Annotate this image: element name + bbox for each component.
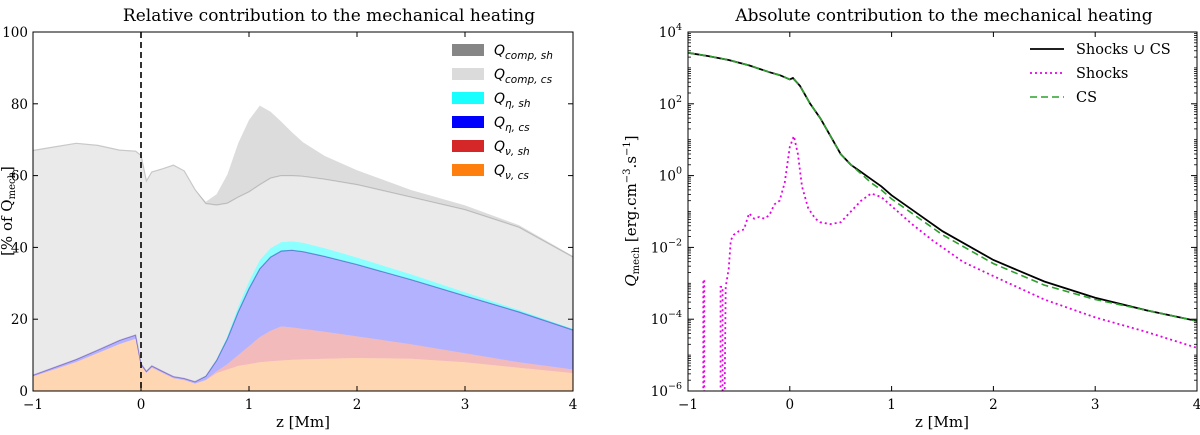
area-2	[33, 250, 573, 384]
right-x-ticks: −1 0 1 2 3 4	[678, 32, 1200, 413]
legend-label: Qcomp, cs	[494, 67, 553, 86]
relative-contribution-panel: Relative contribution to the mechanical …	[0, 6, 577, 431]
left-legend: Qcomp, sh Qcomp, cs Qη, sh Qη, cs Qν, sh Qν, …	[452, 43, 553, 182]
right-chart-title: Absolute contribution to the mechanical …	[734, 6, 1152, 26]
left-x-tick-label: 0	[137, 397, 146, 413]
right-y-tick-label: 100	[659, 166, 682, 185]
left-y-tick-label: 100	[2, 25, 28, 41]
area-0	[33, 338, 573, 391]
right-legend-label: CS	[1076, 90, 1097, 106]
right-x-tick-label: 2	[989, 397, 998, 413]
right-y-tick-label: 10−4	[651, 309, 682, 328]
absolute-contribution-panel: Absolute contribution to the mechanical …	[622, 6, 1200, 431]
right-x-axis-label: z [Mm]	[915, 413, 969, 431]
legend-label: Qη, sh	[494, 91, 531, 110]
legend-label: Qν, cs	[494, 163, 529, 182]
legend-swatch	[452, 164, 484, 176]
right-y-tick-label: 10−2	[651, 237, 682, 256]
legend-swatch	[452, 116, 484, 128]
right-legend: Shocks ∪ CS Shocks CS	[1030, 42, 1171, 106]
right-legend-label: Shocks	[1076, 66, 1128, 82]
right-y-tick-label: 104	[659, 22, 682, 41]
left-y-tick-label: 80	[11, 97, 28, 113]
left-y-axis-label: [% of Qmech]	[0, 166, 18, 256]
left-y-tick-label: 40	[11, 240, 28, 256]
right-y-tick-label: 102	[659, 94, 682, 113]
right-x-tick-label: 0	[786, 397, 795, 413]
left-x-axis-label: z [Mm]	[276, 413, 330, 431]
legend-swatch	[452, 68, 484, 80]
right-axes-frame	[687, 31, 1198, 392]
area-1	[33, 326, 573, 384]
left-x-tick-label: 4	[569, 397, 578, 413]
left-y-ticks: 0 20 40 60 80 100	[2, 25, 573, 400]
area-4	[33, 143, 573, 382]
right-legend-label: Shocks ∪ CS	[1076, 42, 1171, 58]
right-x-tick-label: 1	[887, 397, 896, 413]
left-y-tick-label: 60	[11, 169, 28, 185]
legend-label: Qcomp, sh	[494, 43, 553, 62]
right-x-tick-label: −1	[678, 397, 698, 413]
left-x-tick-label: −1	[23, 397, 43, 413]
area-4-outline	[32, 142, 574, 258]
right-y-tick-label: 10−6	[651, 381, 682, 400]
legend-swatch	[452, 44, 484, 56]
legend-swatch	[452, 92, 484, 104]
legend-label: Qη, cs	[494, 115, 530, 134]
legend-label: Qν, sh	[494, 139, 530, 158]
right-y-ticks: 10−6 10−4 10−2 100 102 104	[651, 22, 1197, 400]
left-axes-frame	[32, 31, 574, 392]
left-stacked-areas	[32, 105, 574, 391]
left-x-tick-label: 3	[461, 397, 470, 413]
left-x-ticks: −1 0 1 2 3 4	[23, 32, 577, 413]
right-series-lines	[688, 51, 1197, 391]
legend-swatch	[452, 140, 484, 152]
line-2	[688, 52, 1197, 322]
left-x-tick-label: 2	[353, 397, 362, 413]
right-y-axis-label: Qmech [erg.cm−3.s−1]	[622, 135, 642, 286]
line-1	[702, 132, 1197, 391]
line-0	[688, 51, 1197, 322]
left-y-tick-label: 0	[19, 384, 28, 400]
right-x-tick-label: 3	[1091, 397, 1100, 413]
left-x-tick-label: 1	[245, 397, 254, 413]
left-y-tick-label: 20	[11, 312, 28, 328]
left-chart-title: Relative contribution to the mechanical …	[123, 6, 535, 26]
right-x-tick-label: 4	[1193, 397, 1200, 413]
